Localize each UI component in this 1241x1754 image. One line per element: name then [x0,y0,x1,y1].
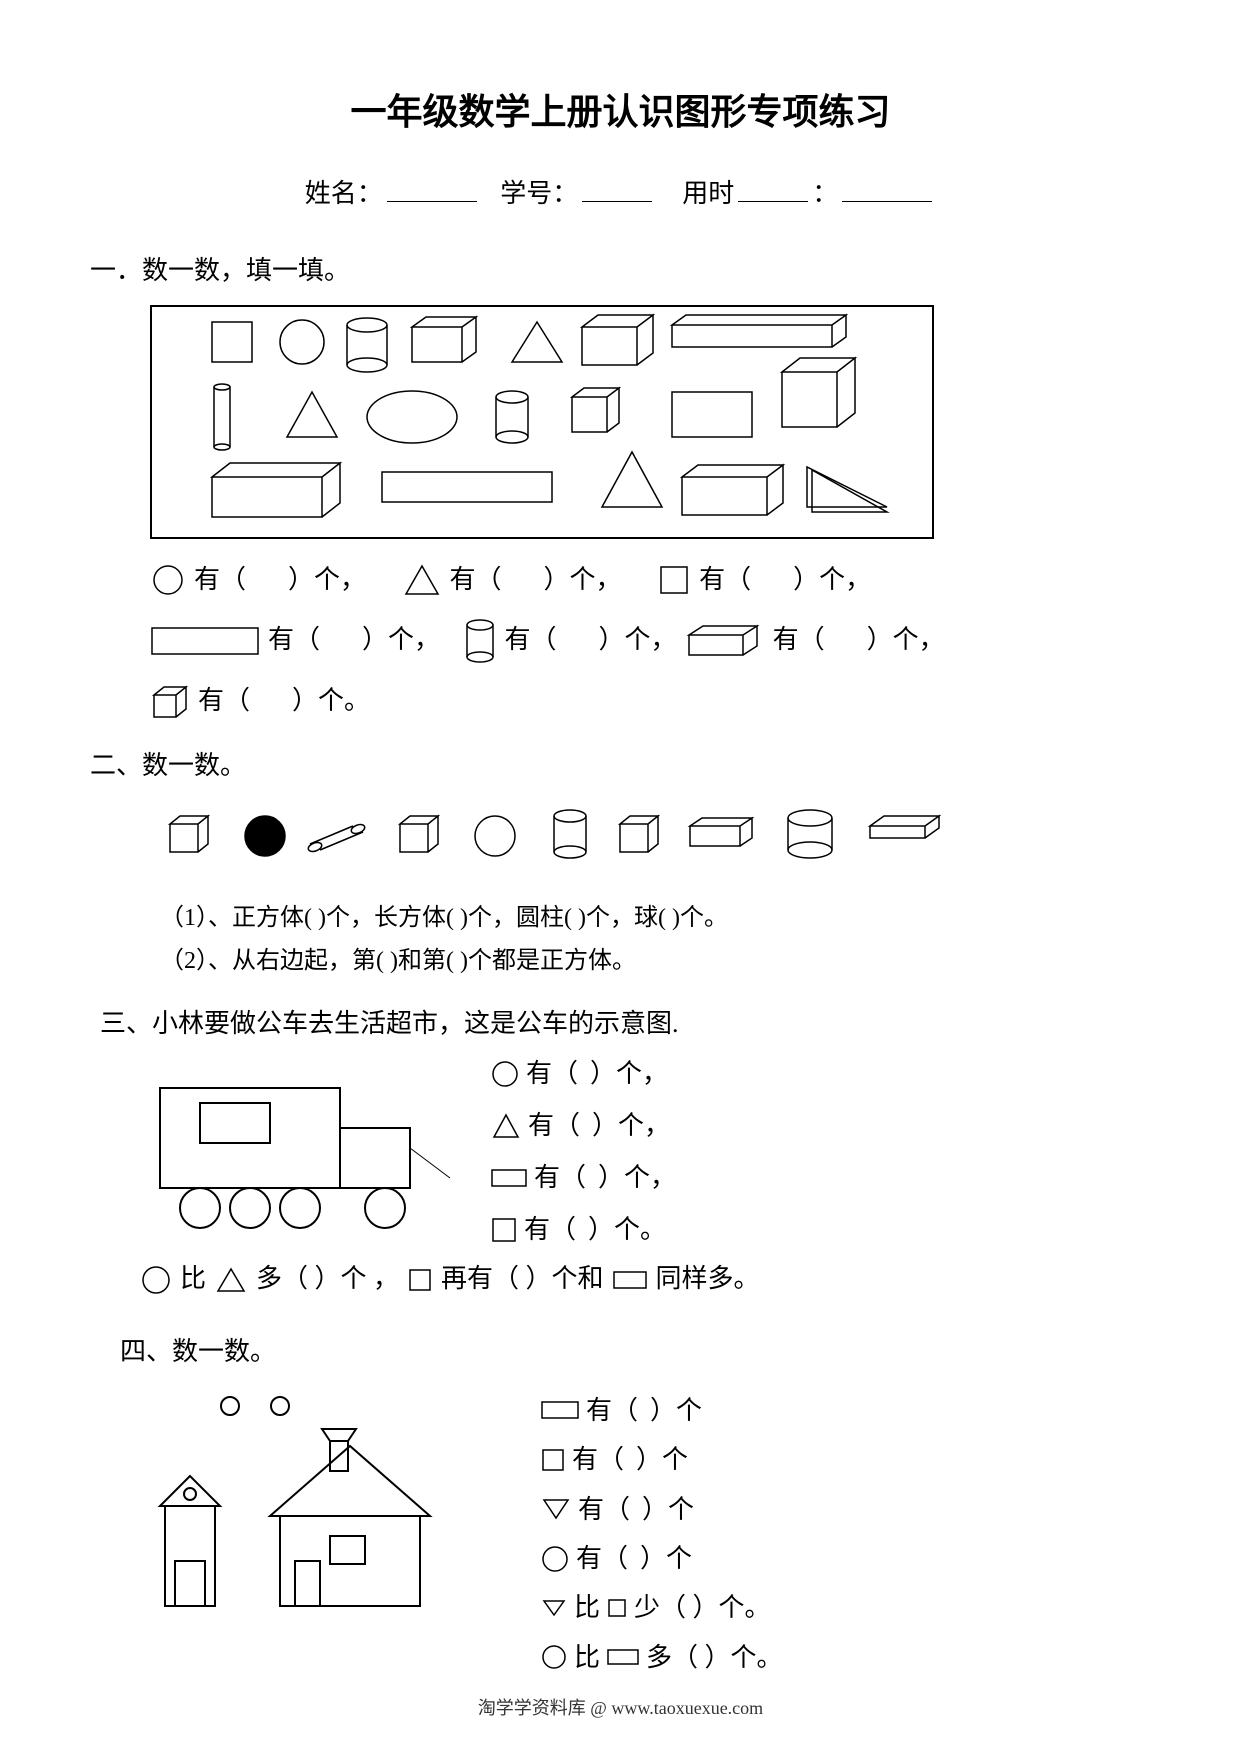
shapes-collection-box [150,305,934,539]
rectangle-small-icon [606,1647,640,1667]
section-4-title: 四、数一数。 [120,1329,1151,1376]
triangle-down-icon [540,1597,568,1619]
id-blank[interactable] [582,170,652,202]
triangle-icon [490,1111,522,1141]
bus-diagram [130,1048,460,1238]
square-icon [606,1597,628,1619]
rectangle-small-icon [612,1269,648,1291]
q4-answers: 有（ ）个 有（ ）个 有（ ）个 有（ ）个 比 少（ ）个。 比 多（ ）个… [540,1386,783,1682]
rectangle-small-icon [490,1166,528,1190]
q2-line1: （1）、正方体( )个，长方体( )个，圆柱( )个，球( )个。 [160,897,1151,940]
time-blank-1[interactable] [738,170,808,202]
q4-content: 有（ ）个 有（ ）个 有（ ）个 有（ ）个 比 少（ ）个。 比 多（ ）个… [130,1386,1151,1682]
section-2-title: 二、数一数。 [90,743,1151,790]
triangle-down-icon [540,1496,572,1522]
section-3-title: 三、小林要做公车去生活超市，这是公车的示意图. [100,1001,1151,1048]
circle-icon [150,562,186,598]
rectangle-small-icon [540,1398,580,1422]
q2-line2: （2）、从右边起，第( )和第( )个都是正方体。 [160,940,1151,983]
page-title: 一年级数学上册认识图形专项练习 [90,80,1151,145]
cylinder-icon [463,618,497,664]
q3-compare-line: 比 多（ ）个 ， 再有（ ）个和 同样多。 [140,1256,1151,1303]
cuboid-icon [685,623,765,659]
q1-answers-row3: 有（ ）个。 [150,678,1151,725]
id-label: 学号： [500,179,578,208]
square-icon [407,1267,433,1293]
student-info-line: 姓名： 学号： 用时 ： [90,170,1151,218]
cube-icon [150,683,190,721]
circle-icon [490,1059,520,1089]
square-icon [490,1216,518,1244]
house-diagram [130,1386,500,1626]
time-label: 用时 [682,179,734,208]
rectangle-icon [150,624,260,658]
q1-answers-row1: 有（ ）个， 有（ ）个， 有（ ）个， [150,557,1151,604]
triangle-icon [402,562,442,598]
q2-shapes-row [160,804,1151,879]
page-footer: 淘学学资料库 @ www.taoxuexue.com [0,1692,1241,1724]
time-blank-2[interactable] [842,170,932,202]
name-blank[interactable] [387,170,477,202]
name-label: 姓名： [305,179,383,208]
circle-icon [540,1643,568,1671]
q3-content: 有（ ）个， 有（ ）个， 有（ ）个， 有（ ）个。 [130,1048,1151,1256]
square-icon [657,563,691,597]
q3-answers: 有（ ）个， 有（ ）个， 有（ ）个， 有（ ）个。 [490,1048,676,1256]
square-icon [540,1447,566,1473]
time-colon: ： [812,179,838,208]
q1-answers-row2: 有（ ）个， 有（ ）个， 有（ ）个， [150,617,1151,664]
circle-icon [140,1264,172,1296]
circle-icon [540,1544,570,1574]
section-1-title: 一．数一数，填一填。 [90,248,1151,295]
triangle-icon [214,1265,248,1295]
